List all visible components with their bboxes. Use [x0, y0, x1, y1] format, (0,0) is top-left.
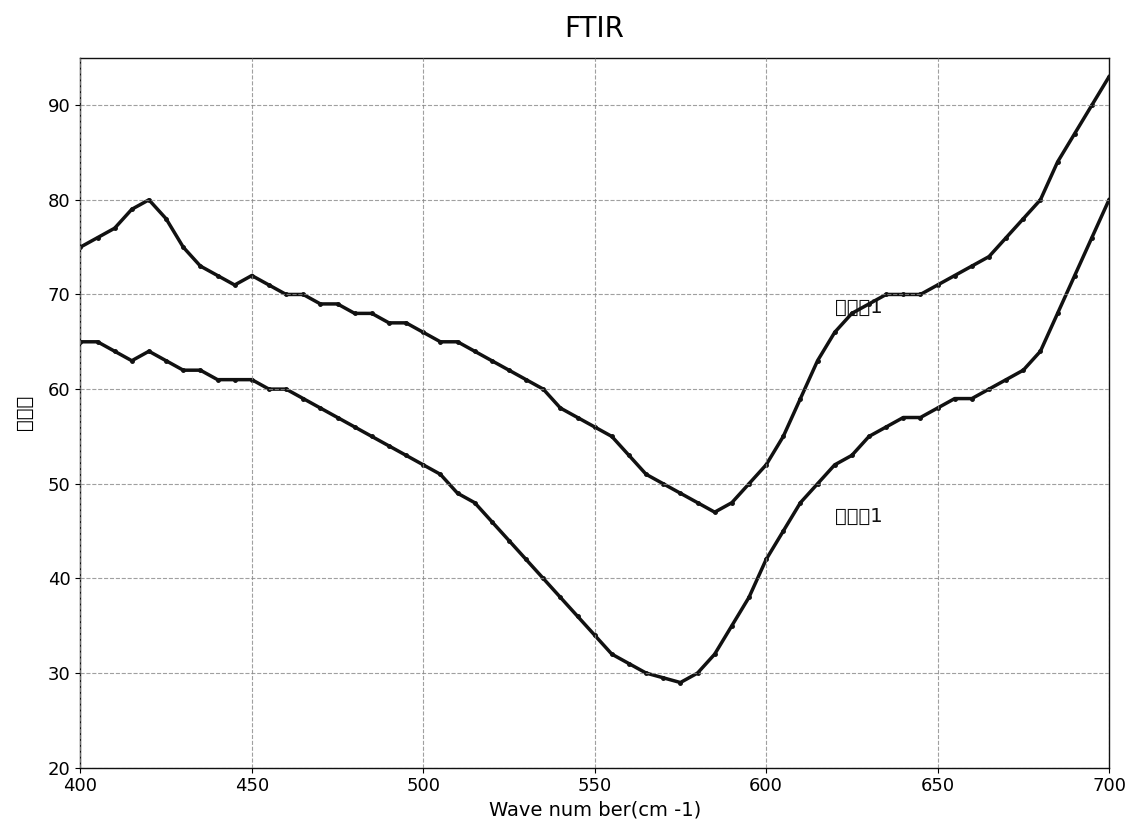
Y-axis label: 透过率: 透过率: [15, 395, 34, 430]
Text: 比较例1: 比较例1: [835, 298, 882, 317]
X-axis label: Wave num ber(cm -1): Wave num ber(cm -1): [488, 801, 701, 820]
Title: FTIR: FTIR: [565, 15, 624, 43]
Text: 实施例1: 实施例1: [835, 507, 882, 525]
